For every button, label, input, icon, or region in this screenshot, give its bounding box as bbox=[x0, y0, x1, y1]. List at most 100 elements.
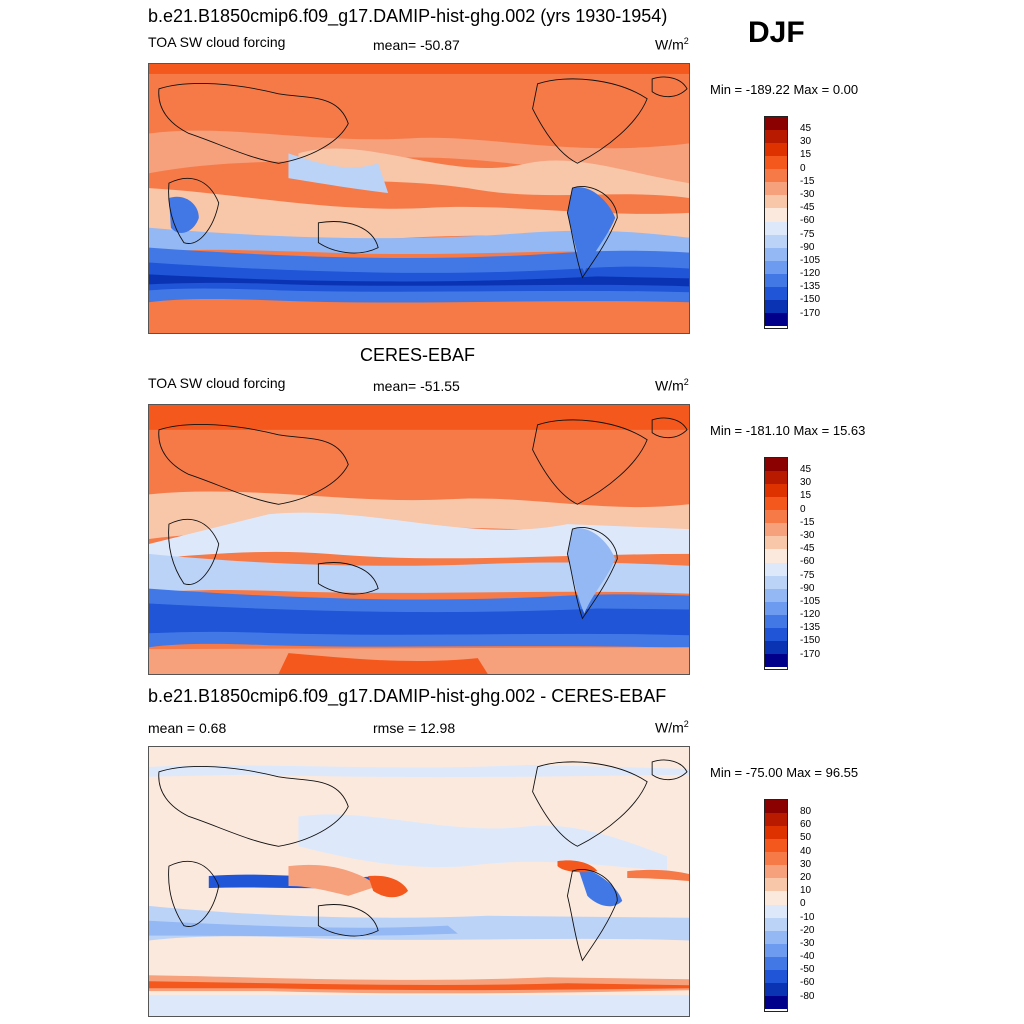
colorbar-swatch bbox=[765, 195, 787, 209]
colorbar-swatch bbox=[765, 234, 787, 248]
colorbar-tick-label: -60 bbox=[800, 215, 815, 227]
colorbar-swatch bbox=[765, 588, 787, 602]
panel-title: b.e21.B1850cmip6.f09_g17.DAMIP-hist-ghg.… bbox=[148, 6, 668, 26]
colorbar-tick-label: 20 bbox=[800, 871, 812, 883]
colorbar-swatch bbox=[765, 562, 787, 576]
colorbar-tick-label: -45 bbox=[800, 543, 815, 555]
map-panel bbox=[148, 404, 690, 675]
colorbar-swatch bbox=[765, 182, 787, 196]
colorbar-swatch bbox=[765, 904, 787, 918]
mean-label: mean= -51.55 bbox=[373, 378, 460, 394]
colorbar-tick-label: -30 bbox=[800, 937, 815, 949]
colorbar-tick-label: -105 bbox=[800, 595, 821, 607]
min-max-label: Min = -181.10 Max = 15.63 bbox=[710, 423, 866, 438]
colorbar-swatch bbox=[765, 930, 787, 944]
colorbar-swatch bbox=[765, 510, 787, 524]
colorbar-swatch bbox=[765, 640, 787, 654]
colorbar-tick-label: 0 bbox=[800, 162, 806, 174]
colorbar-swatch bbox=[765, 273, 787, 287]
colorbar-swatch bbox=[765, 995, 787, 1009]
units-label: W/m2 bbox=[655, 377, 689, 394]
colorbar-swatch bbox=[765, 497, 787, 511]
colorbar-tick-label: -60 bbox=[800, 556, 815, 568]
colorbar-swatch bbox=[765, 601, 787, 615]
units-label: W/m2 bbox=[655, 36, 689, 53]
colorbar-tick-label: -135 bbox=[800, 281, 821, 293]
contour-map bbox=[149, 405, 689, 674]
colorbar-tick-label: -150 bbox=[800, 635, 821, 647]
colorbar-tick-label: -15 bbox=[800, 516, 815, 528]
variable-label: TOA SW cloud forcing bbox=[148, 34, 286, 50]
colorbar-tick-label: 15 bbox=[800, 490, 812, 502]
colorbar bbox=[764, 116, 788, 329]
colorbar-tick-label: 10 bbox=[800, 885, 812, 897]
colorbar-tick-label: 50 bbox=[800, 832, 812, 844]
colorbar bbox=[764, 457, 788, 670]
colorbar-tick-label: -30 bbox=[800, 529, 815, 541]
colorbar-tick-label: 40 bbox=[800, 845, 812, 857]
colorbar-swatch bbox=[765, 800, 787, 814]
colorbar-swatch bbox=[765, 852, 787, 866]
colorbar-swatch bbox=[765, 484, 787, 498]
colorbar-swatch bbox=[765, 891, 787, 905]
colorbar-swatch bbox=[765, 286, 787, 300]
mean-label: mean= -50.87 bbox=[373, 37, 460, 53]
colorbar-swatch bbox=[765, 260, 787, 274]
colorbar-swatch bbox=[765, 471, 787, 485]
colorbar-tick-label: -10 bbox=[800, 911, 815, 923]
colorbar-tick-label: 45 bbox=[800, 123, 812, 134]
rmse-label: rmse = 12.98 bbox=[373, 720, 456, 736]
colorbar-swatch bbox=[765, 878, 787, 892]
min-max-label: Min = -75.00 Max = 96.55 bbox=[710, 765, 859, 780]
colorbar-tick-label: -15 bbox=[800, 175, 815, 187]
colorbar-tick-label: -120 bbox=[800, 268, 821, 280]
colorbar-tick-label: -45 bbox=[800, 202, 815, 214]
colorbar-swatch bbox=[765, 826, 787, 840]
contour-map bbox=[149, 64, 689, 333]
colorbar-tick-label: -170 bbox=[800, 648, 821, 660]
colorbar-tick-label: 45 bbox=[800, 464, 812, 475]
variable-label: TOA SW cloud forcing bbox=[148, 375, 286, 391]
colorbar-tick-label: -80 bbox=[800, 990, 815, 1002]
colorbar-swatch bbox=[765, 523, 787, 537]
colorbar-swatch bbox=[765, 839, 787, 853]
colorbar-tick-label: -135 bbox=[800, 622, 821, 634]
colorbar-tick-label: -75 bbox=[800, 228, 815, 240]
colorbar-swatch bbox=[765, 299, 787, 313]
map-panel bbox=[148, 63, 690, 334]
colorbar-tick-label: 0 bbox=[800, 898, 806, 910]
colorbar-swatch bbox=[765, 312, 787, 326]
colorbar-swatch bbox=[765, 627, 787, 641]
colorbar-swatch bbox=[765, 536, 787, 550]
colorbar-tick-label: -170 bbox=[800, 307, 821, 319]
colorbar-swatch bbox=[765, 117, 787, 131]
colorbar-tick-label: 30 bbox=[800, 136, 812, 148]
colorbar-tick-label: -60 bbox=[800, 977, 815, 989]
colorbar-swatch bbox=[765, 813, 787, 827]
colorbar-tick-label: -90 bbox=[800, 241, 815, 253]
colorbar-tick-label: 0 bbox=[800, 503, 806, 515]
units-label: W/m2 bbox=[655, 719, 689, 736]
map-panel bbox=[148, 746, 690, 1017]
colorbar-tick-label: -120 bbox=[800, 609, 821, 621]
colorbar-tick-label: -90 bbox=[800, 582, 815, 594]
colorbar-swatch bbox=[765, 169, 787, 183]
colorbar-tick-label: 80 bbox=[800, 806, 812, 817]
mean-label: mean = 0.68 bbox=[148, 720, 227, 736]
colorbar-swatch bbox=[765, 653, 787, 667]
min-max-label: Min = -189.22 Max = 0.00 bbox=[710, 82, 859, 97]
colorbar-swatch bbox=[765, 917, 787, 931]
colorbar-swatch bbox=[765, 208, 787, 222]
colorbar-swatch bbox=[765, 982, 787, 996]
colorbar-tick-label: -50 bbox=[800, 964, 815, 976]
colorbar-swatch bbox=[765, 458, 787, 472]
colorbar-swatch bbox=[765, 549, 787, 563]
season-label: DJF bbox=[748, 16, 805, 49]
colorbar-swatch bbox=[765, 130, 787, 144]
colorbar-swatch bbox=[765, 221, 787, 235]
colorbar-tick-label: -20 bbox=[800, 924, 815, 936]
colorbar-swatch bbox=[765, 956, 787, 970]
colorbar-tick-label: -40 bbox=[800, 951, 815, 963]
colorbar-tick-label: -105 bbox=[800, 254, 821, 266]
colorbar-tick-label: -30 bbox=[800, 188, 815, 200]
